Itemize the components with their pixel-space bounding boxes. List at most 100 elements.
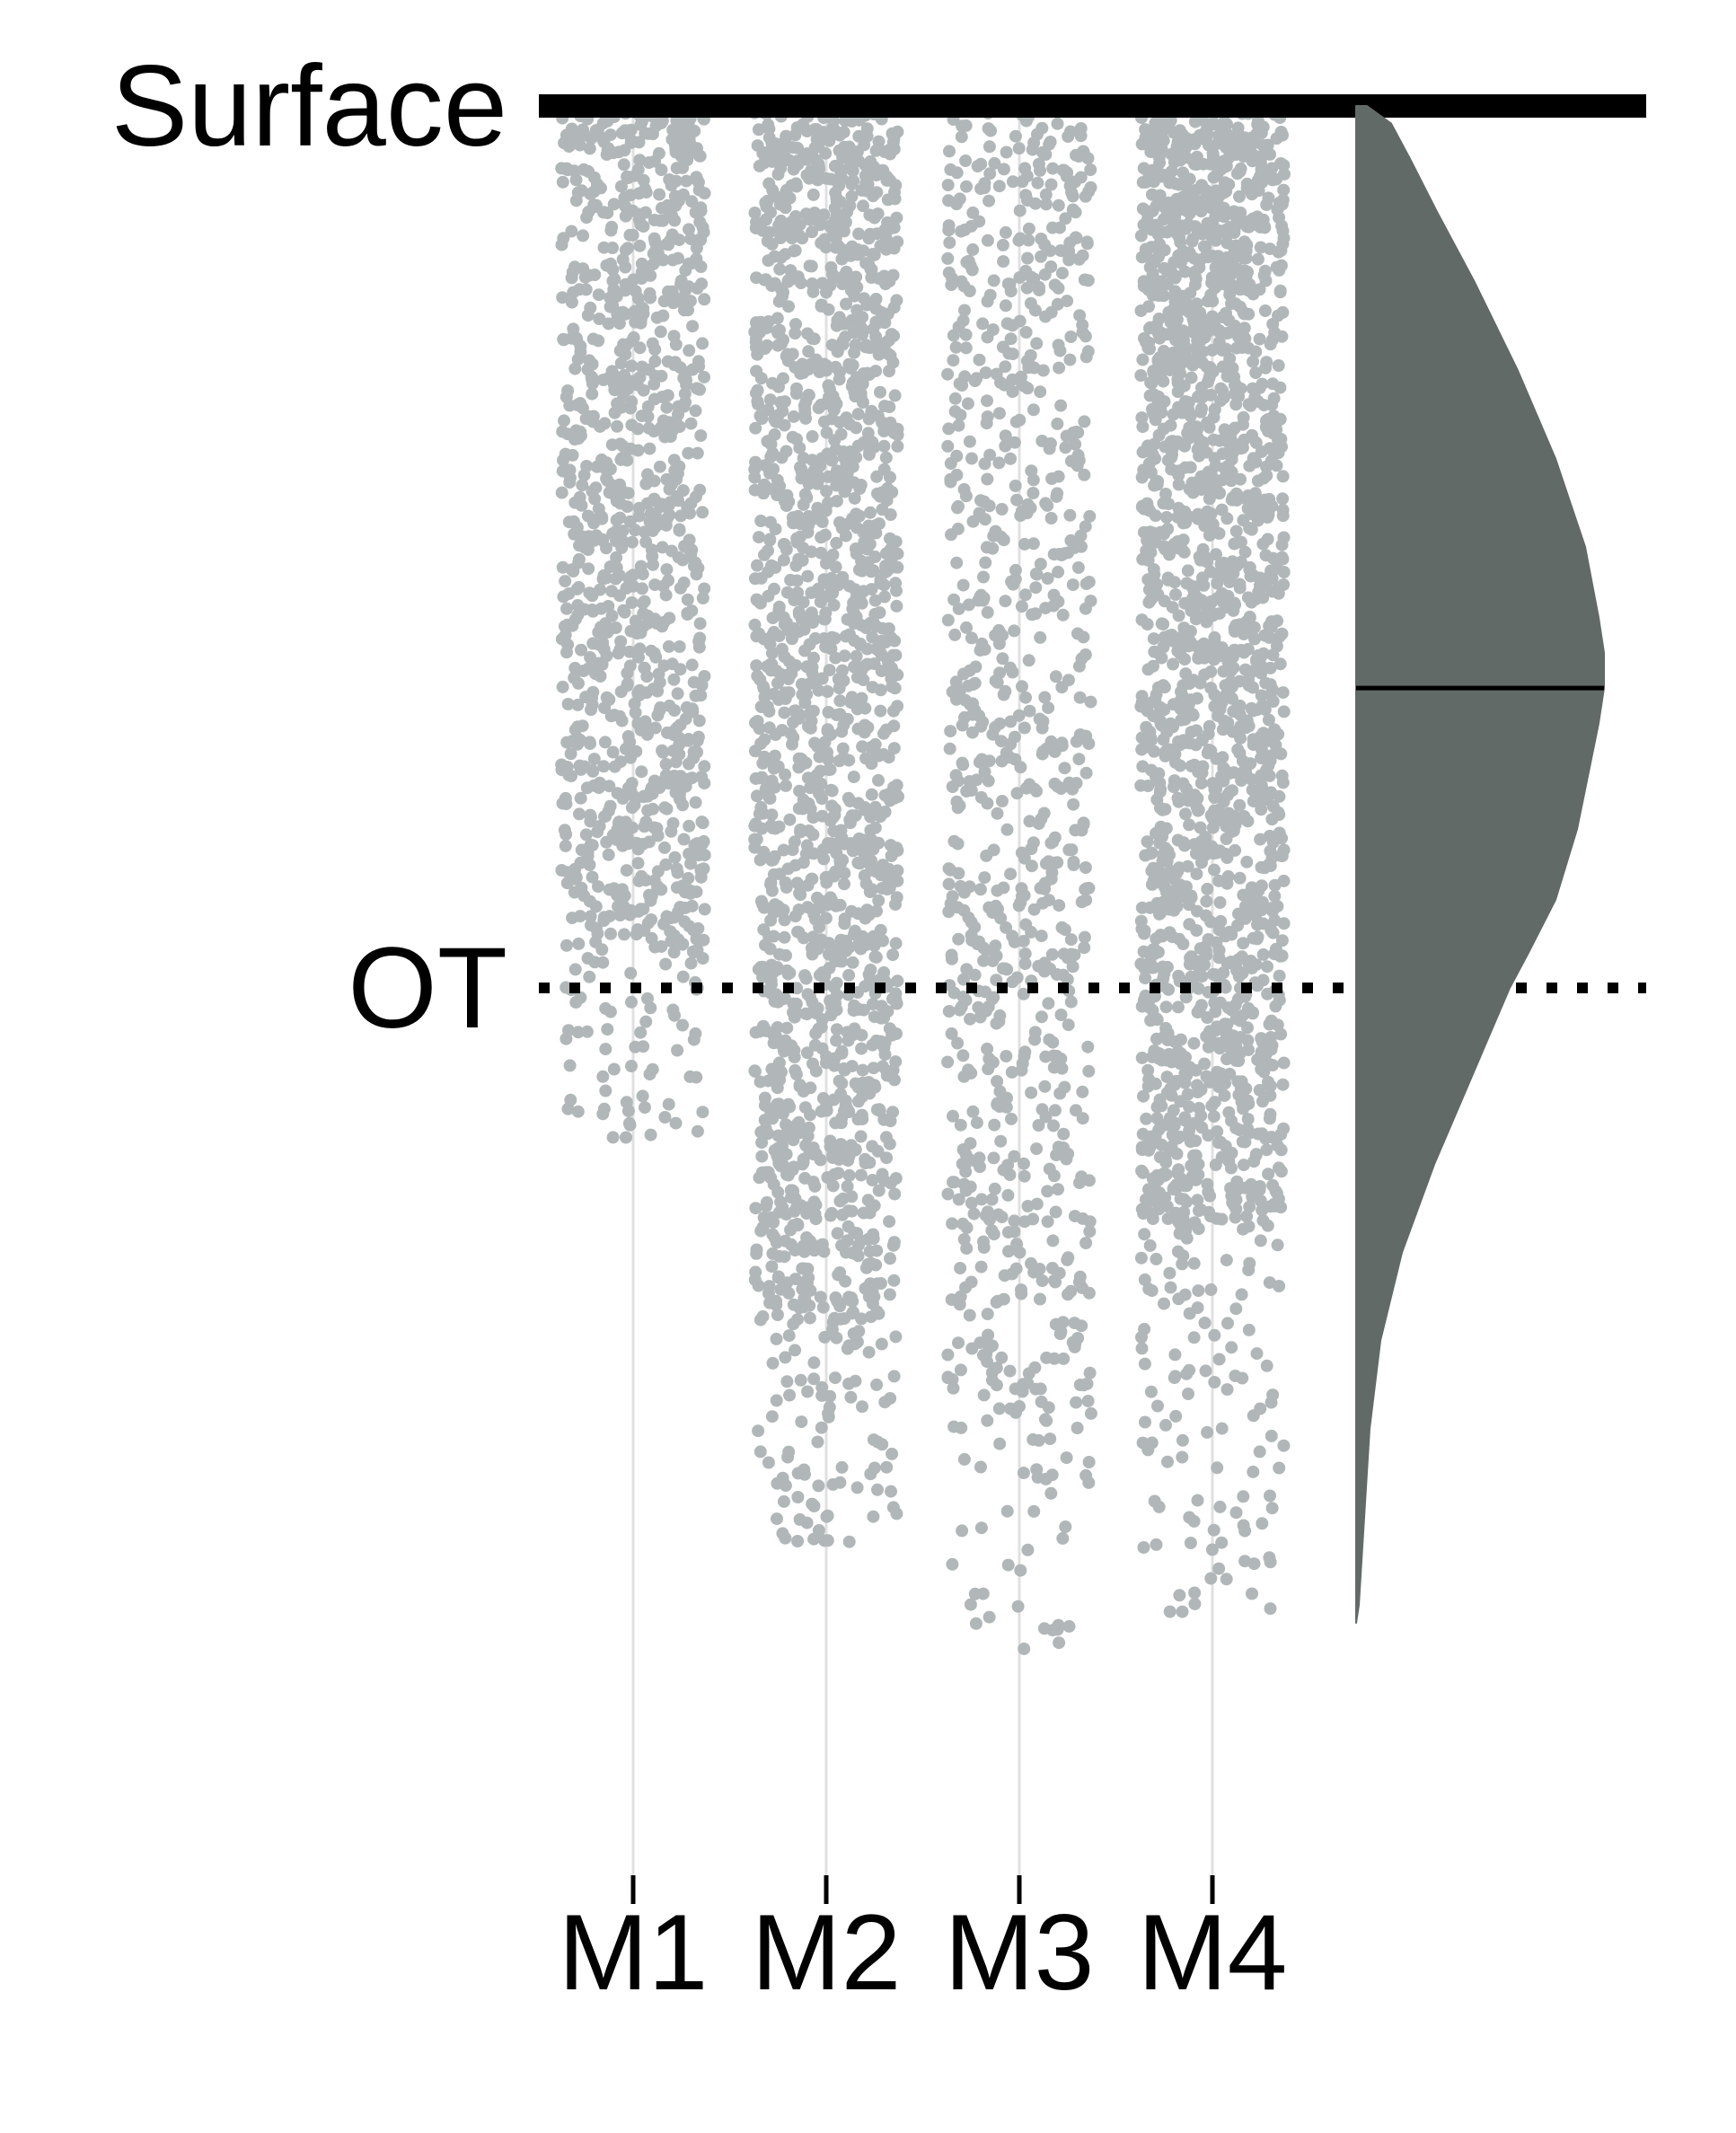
data-point [764, 206, 777, 219]
data-point [830, 195, 843, 208]
data-point [1079, 577, 1093, 590]
data-point [660, 802, 674, 815]
data-point [566, 266, 579, 279]
data-point [670, 862, 683, 876]
data-point [648, 940, 662, 954]
data-point [974, 1521, 988, 1535]
data-point [573, 807, 586, 821]
data-point [1256, 537, 1270, 551]
data-point [995, 1351, 1009, 1364]
data-point [982, 774, 995, 788]
data-point [818, 1534, 832, 1547]
data-point [1273, 284, 1287, 297]
data-point [991, 1097, 1004, 1110]
data-point [1276, 686, 1290, 700]
data-point [953, 1298, 966, 1311]
data-point [818, 233, 832, 246]
data-point [692, 730, 705, 744]
data-point [625, 535, 639, 549]
data-point [967, 1207, 981, 1221]
data-point [565, 122, 578, 136]
data-point [991, 806, 1004, 820]
data-point [1007, 577, 1020, 591]
data-point [1216, 447, 1229, 461]
data-point [1167, 657, 1180, 671]
data-point [785, 632, 798, 646]
data-point [1079, 1237, 1093, 1249]
data-point [966, 697, 979, 710]
data-point [866, 998, 879, 1010]
data-point [881, 1005, 894, 1018]
data-point [1266, 377, 1280, 391]
data-point [798, 1101, 812, 1115]
data-point [1044, 735, 1058, 748]
data-point [995, 754, 1009, 768]
data-point [1190, 868, 1203, 881]
data-point [877, 340, 891, 354]
data-point [587, 533, 601, 547]
data-point [1020, 281, 1034, 295]
data-point [812, 1524, 825, 1537]
data-point [1043, 894, 1055, 907]
data-point [759, 273, 772, 286]
data-point [782, 495, 796, 508]
data-point [851, 1095, 865, 1108]
data-point [1070, 425, 1083, 438]
data-point [812, 157, 825, 171]
data-point [617, 158, 630, 172]
data-point [1273, 826, 1286, 840]
data-point [947, 834, 961, 848]
data-point [560, 736, 574, 749]
data-point [835, 955, 849, 968]
data-point [754, 1224, 768, 1238]
data-point [883, 143, 896, 156]
data-point [842, 1168, 856, 1182]
data-point [814, 1291, 827, 1304]
data-point [815, 1388, 829, 1402]
data-point [664, 925, 677, 939]
data-point [1066, 203, 1079, 216]
data-point [811, 477, 824, 490]
data-point [749, 771, 762, 785]
data-point [660, 401, 674, 414]
data-point [986, 727, 1000, 741]
data-point [1022, 234, 1035, 247]
data-point [762, 177, 776, 190]
data-point [1019, 189, 1033, 202]
data-point [823, 1400, 836, 1414]
data-point [626, 228, 639, 242]
data-point [1243, 563, 1256, 577]
data-point [841, 206, 854, 218]
data-point [1067, 855, 1080, 868]
data-point [1041, 1185, 1054, 1198]
data-point [583, 142, 596, 155]
data-point [798, 488, 812, 501]
data-point [1258, 264, 1272, 278]
data-point [637, 220, 650, 234]
data-point [963, 435, 976, 448]
data-point [835, 1460, 849, 1474]
data-point [997, 533, 1010, 547]
data-point [872, 135, 886, 148]
data-point [750, 1247, 763, 1260]
data-point [601, 1023, 614, 1036]
data-point [771, 1309, 784, 1321]
data-point [1057, 1141, 1070, 1154]
data-point [792, 752, 806, 765]
data-point [785, 1191, 798, 1204]
data-point [749, 335, 762, 348]
data-point [833, 144, 846, 157]
data-point [607, 146, 621, 160]
data-point [1039, 198, 1053, 211]
data-point [585, 919, 597, 932]
data-point [770, 1030, 783, 1044]
data-point [884, 1115, 897, 1128]
data-point [792, 228, 806, 242]
data-point [959, 154, 973, 167]
data-point [1003, 1364, 1017, 1378]
data-point [990, 1379, 1003, 1392]
data-point [817, 1245, 831, 1258]
data-point [864, 506, 877, 519]
data-point [679, 901, 692, 914]
data-point [969, 1617, 983, 1630]
